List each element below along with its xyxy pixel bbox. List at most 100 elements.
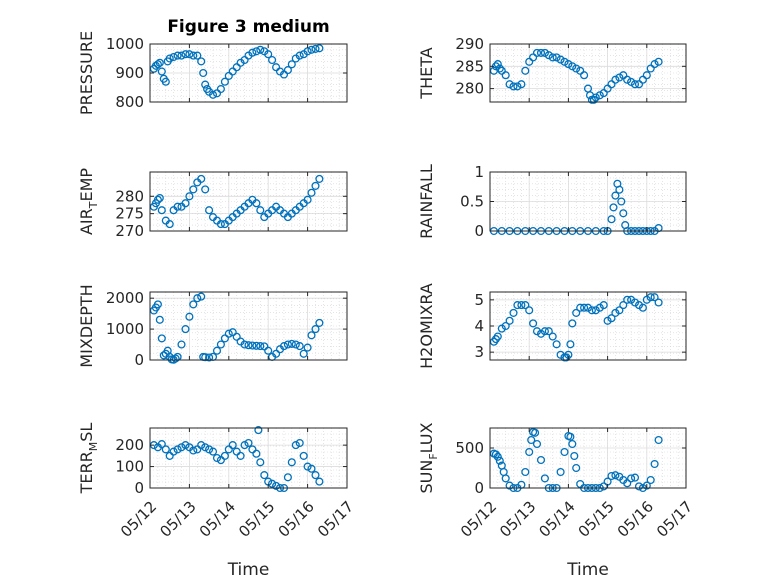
data-point [303,462,312,471]
data-point [244,438,253,448]
data-point [505,80,514,89]
data-point [540,48,549,57]
data-point [193,294,202,303]
data-point [208,90,218,99]
data-point [572,64,581,73]
x-tick-label: 05/14 [196,498,239,541]
y-tick-label: 280 [455,80,484,98]
data-point [638,75,647,84]
data-point [212,346,222,355]
data-point [650,459,659,469]
y-axis-label: TERRMSL [77,423,100,495]
data-point [525,447,534,457]
data-point [311,325,320,334]
data-point [527,435,536,445]
x-axis-label: Time [227,560,270,580]
data-point [572,463,581,473]
data-point [566,432,575,441]
y-tick-label: 3 [474,343,484,361]
data-point [619,71,628,80]
x-tick-label: 05/13 [156,498,199,541]
data-point [177,443,186,452]
data-point [591,306,600,315]
data-point [252,449,261,458]
data-point [173,202,182,211]
data-point [576,303,585,312]
chart-title: Figure 3 medium [167,17,329,37]
data-point [630,473,640,482]
y-tick-label: 0 [134,479,144,497]
data-point [287,60,296,69]
data-point [560,447,569,457]
data-point [252,341,261,350]
data-point [153,60,162,69]
data-point [157,67,166,76]
data-point [540,327,549,336]
data-point [560,57,569,66]
data-point [157,206,166,215]
data-point [536,48,546,57]
data-point [495,64,504,73]
data-point [568,439,577,449]
data-point [268,479,277,488]
data-point [189,300,198,309]
data-point [501,321,510,331]
y-tick-label: 500 [455,439,484,457]
data-point [155,315,164,324]
data-point [611,308,620,317]
y-axis-label: MIXDEPTH [77,284,96,367]
axes-box [149,171,348,232]
data-points [489,427,663,493]
data-point [540,474,549,483]
data-point [157,334,166,343]
data-point [580,71,589,80]
data-point [291,441,300,450]
data-point [248,341,257,350]
data-point [228,441,237,450]
axes-box [489,43,687,103]
x-tick-label: 05/16 [614,498,657,541]
data-point [199,68,208,78]
data-point [299,349,308,358]
data-point [619,301,628,310]
data-point [544,51,553,60]
y-axis-label: RAINFALL [417,164,436,239]
y-tick-label: 1000 [106,320,144,338]
data-point [646,475,655,485]
data-point [564,60,573,69]
y-tick-label: 2000 [106,289,144,307]
data-point [623,75,632,84]
data-point [501,71,510,80]
data-point [171,354,180,363]
data-point [611,75,620,84]
x-tick-label: 05/12 [457,498,500,541]
data-point [623,479,632,488]
data-point [165,220,174,229]
data-point [311,44,320,53]
data-point [205,353,214,362]
data-point [181,325,190,334]
data-point [197,57,206,66]
data-point [570,451,579,461]
data-point [654,57,663,66]
data-point [315,477,324,486]
data-point [615,73,624,82]
data-point [260,471,269,480]
data-point [619,209,628,218]
data-point [307,331,316,340]
data-point [617,197,626,206]
data-point [279,342,289,351]
data-point [244,341,253,350]
data-point [256,342,265,351]
data-point [505,316,514,325]
data-point [303,195,312,204]
data-point [181,441,190,450]
data-point [232,332,241,341]
data-point [189,51,198,60]
data-point [654,435,663,445]
data-point [599,89,608,98]
data-point [220,77,229,86]
data-point [220,334,229,343]
data-point [642,481,651,490]
